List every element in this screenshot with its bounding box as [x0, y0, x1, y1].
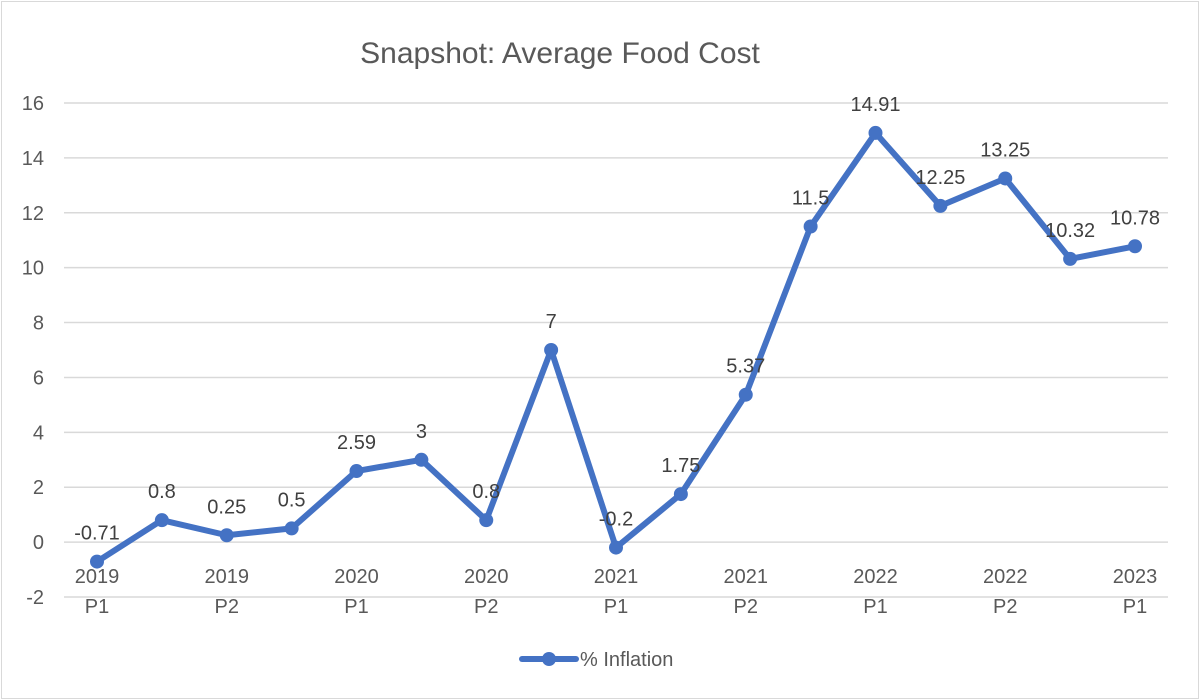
y-tick-label: 12	[22, 203, 44, 225]
y-tick-label: 2	[33, 477, 44, 499]
data-point	[154, 513, 169, 528]
data-point	[219, 528, 234, 543]
data-point	[284, 521, 299, 536]
x-tick-label: P2	[993, 596, 1017, 618]
data-label: 0.25	[207, 496, 246, 518]
data-point	[609, 540, 623, 555]
data-point	[1128, 239, 1142, 254]
x-tick-label: 2022	[853, 566, 898, 588]
data-label: 7	[546, 311, 557, 333]
data-label: -0.2	[599, 509, 633, 531]
data-point	[803, 219, 818, 234]
x-tick-label: 2022	[983, 566, 1028, 588]
x-tick-label: P2	[474, 596, 498, 618]
x-tick-label: P1	[604, 596, 628, 618]
data-point	[738, 387, 753, 402]
x-tick-label: P1	[344, 596, 368, 618]
series-inflation	[90, 125, 1142, 569]
data-point	[998, 171, 1013, 186]
x-tick-label: 2019	[75, 566, 120, 588]
data-label: 3	[416, 421, 427, 443]
data-label: 0.8	[472, 481, 500, 503]
x-tick-label: 2023	[1113, 566, 1158, 588]
data-point	[933, 198, 948, 213]
legend-marker-icon	[542, 652, 556, 666]
series-line	[94, 129, 1138, 565]
y-tick-label: 14	[22, 148, 44, 170]
data-point	[544, 343, 559, 357]
y-tick-label: 10	[22, 258, 44, 280]
data-point	[349, 464, 364, 479]
y-tick-label: -2	[26, 587, 44, 609]
gridlines	[64, 102, 1168, 598]
x-tick-label: 2020	[464, 566, 509, 588]
data-point	[479, 513, 494, 528]
data-point	[414, 452, 429, 467]
x-tick-label: 2021	[594, 566, 639, 588]
data-label: -0.71	[74, 523, 120, 545]
data-point	[90, 554, 104, 569]
y-tick-label: 0	[33, 532, 44, 554]
x-tick-label: P1	[863, 596, 887, 618]
x-tick-label: 2019	[205, 566, 250, 588]
data-label: 0.5	[278, 489, 306, 511]
data-label: 10.32	[1045, 220, 1095, 242]
data-label: 13.25	[980, 139, 1030, 161]
x-tick-label: 2021	[724, 566, 769, 588]
x-tick-label: P2	[734, 596, 758, 618]
data-label: 10.78	[1110, 207, 1160, 229]
data-label: 5.37	[726, 356, 765, 378]
data-label: 0.8	[148, 481, 176, 503]
x-tick-label: P1	[1123, 596, 1147, 618]
y-axis-ticks: -2 0 2 4 6 8 10 12 14 16	[22, 93, 44, 609]
data-label: 11.5	[792, 188, 829, 210]
y-tick-label: 6	[33, 367, 44, 389]
data-label: 2.59	[337, 432, 376, 454]
y-tick-label: 4	[33, 422, 44, 444]
data-point	[1063, 251, 1078, 266]
data-labels: -0.71 0.8 0.25 0.5 2.59 3 0.8 7 -0.2 1.75 5.37 11.5…	[74, 94, 1160, 545]
y-tick-label: 8	[33, 313, 44, 335]
data-point	[868, 125, 883, 140]
x-tick-label: P1	[85, 596, 109, 618]
data-label: 1.75	[661, 455, 700, 477]
data-label: 14.91	[850, 94, 900, 116]
chart-title: Snapshot: Average Food Cost	[360, 37, 760, 70]
x-tick-label: 2020	[334, 566, 379, 588]
data-label: 12.25	[915, 167, 965, 189]
legend-label: % Inflation	[580, 649, 673, 671]
x-axis-ticks: 2019 P1 2019 P2 2020 P1 2020 P2 2021 P1 2021 P2 2022…	[75, 566, 1158, 618]
x-tick-label: P2	[215, 596, 239, 618]
data-point	[673, 487, 688, 502]
y-tick-label: 16	[22, 93, 44, 115]
legend: % Inflation	[519, 649, 673, 671]
